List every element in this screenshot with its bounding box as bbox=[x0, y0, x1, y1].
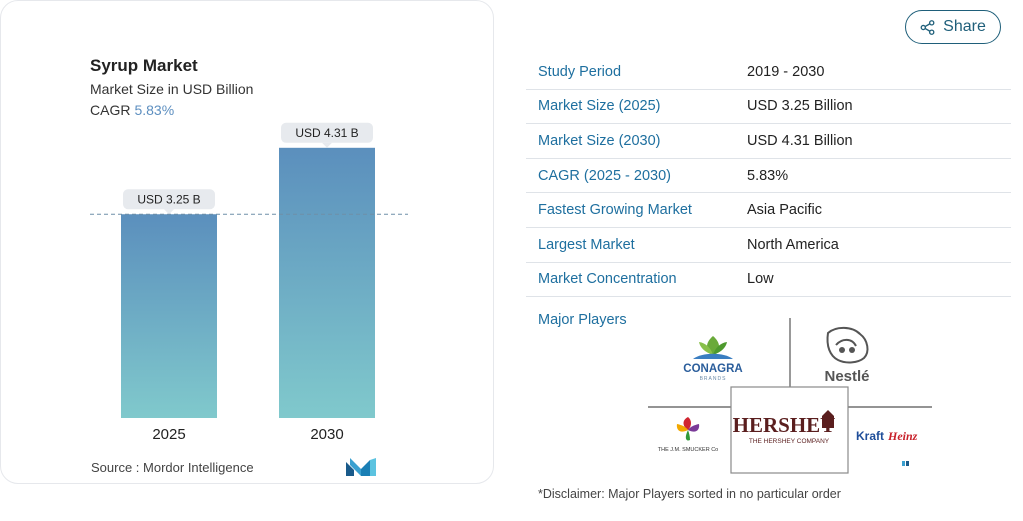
svg-text:THE J.M. SMUCKER Co: THE J.M. SMUCKER Co bbox=[658, 447, 719, 453]
smucker-logo: THE J.M. SMUCKER Co bbox=[658, 417, 719, 453]
table-value: USD 4.31 Billion bbox=[747, 132, 853, 149]
data-label-pointer bbox=[164, 209, 174, 215]
data-label-pointer bbox=[322, 142, 332, 148]
table-row: Market Size (2025) USD 3.25 Billion bbox=[526, 90, 1011, 125]
table-value: Asia Pacific bbox=[747, 202, 822, 219]
nestle-logo: Nestlé bbox=[824, 326, 870, 385]
major-players-label: Major Players bbox=[538, 312, 627, 328]
svg-text:Heinz: Heinz bbox=[887, 429, 918, 443]
svg-text:BRANDS: BRANDS bbox=[700, 376, 727, 382]
disclaimer-text: *Disclaimer: Major Players sorted in no … bbox=[538, 487, 841, 501]
market-summary-table: Study Period 2019 - 2030 Market Size (2025… bbox=[526, 55, 1011, 298]
data-label: USD 3.25 B bbox=[137, 192, 200, 206]
svg-text:Kraft: Kraft bbox=[856, 429, 884, 443]
mordor-small-mark-icon bbox=[902, 461, 909, 466]
table-key: Market Size (2025) bbox=[538, 98, 661, 115]
table-value: Low bbox=[747, 271, 774, 288]
mordor-intelligence-logo-icon bbox=[346, 458, 376, 476]
svg-text:Nestlé: Nestlé bbox=[824, 368, 869, 385]
hershey-logo: HERSHEY THE HERSHEY COMPANY bbox=[730, 386, 849, 474]
table-key: Market Concentration bbox=[538, 271, 677, 288]
share-icon bbox=[920, 19, 935, 35]
table-row: Fastest Growing Market Asia Pacific bbox=[526, 193, 1011, 228]
table-key: Fastest Growing Market bbox=[538, 202, 692, 219]
chart-card bbox=[0, 0, 494, 484]
chart-source: Source : Mordor Intelligence bbox=[91, 460, 254, 475]
table-row: CAGR (2025 - 2030) 5.83% bbox=[526, 159, 1011, 194]
table-value: North America bbox=[747, 236, 839, 253]
table-row: Largest Market North America bbox=[526, 228, 1011, 263]
table-key: Study Period bbox=[538, 63, 622, 80]
table-value: 2019 - 2030 bbox=[747, 63, 825, 80]
data-label-bg bbox=[281, 122, 373, 143]
table-key: CAGR (2025 - 2030) bbox=[538, 167, 671, 184]
category-label: 2030 bbox=[310, 426, 343, 443]
svg-text:CONAGRA: CONAGRA bbox=[683, 363, 742, 375]
conagra-logo: CONAGRA BRANDS bbox=[683, 336, 743, 382]
chart-subtitle: Market Size in USD Billion bbox=[90, 81, 254, 97]
category-label: 2025 bbox=[152, 426, 185, 443]
data-label-bg bbox=[123, 189, 215, 210]
table-row: Study Period 2019 - 2030 bbox=[526, 55, 1011, 90]
share-button[interactable]: Share bbox=[905, 10, 1001, 44]
bar-chart: USD 3.25 B 2025 USD 4.31 B 2030 bbox=[90, 122, 408, 443]
chart-title: Syrup Market bbox=[90, 56, 198, 75]
bar-2030 bbox=[279, 147, 375, 419]
table-key: Market Size (2030) bbox=[538, 132, 661, 149]
table-key: Largest Market bbox=[538, 236, 635, 253]
data-label: USD 4.31 B bbox=[295, 126, 358, 140]
bar-2025 bbox=[121, 214, 217, 418]
share-label: Share bbox=[943, 18, 986, 35]
table-row: Market Size (2030) USD 4.31 Billion bbox=[526, 124, 1011, 159]
table-row: Market Concentration Low bbox=[526, 263, 1011, 298]
svg-text:HERSHEY: HERSHEY bbox=[733, 413, 836, 437]
table-value: 5.83% bbox=[747, 167, 789, 184]
table-value: USD 3.25 Billion bbox=[747, 98, 853, 115]
kraft-heinz-logo: Kraft Heinz bbox=[856, 429, 918, 443]
cagr-value: 5.83% bbox=[134, 102, 175, 118]
svg-text:THE HERSHEY COMPANY: THE HERSHEY COMPANY bbox=[749, 438, 830, 445]
cagr-label: CAGR bbox=[90, 102, 131, 118]
chart-cagr: CAGR 5.83% bbox=[90, 102, 174, 118]
